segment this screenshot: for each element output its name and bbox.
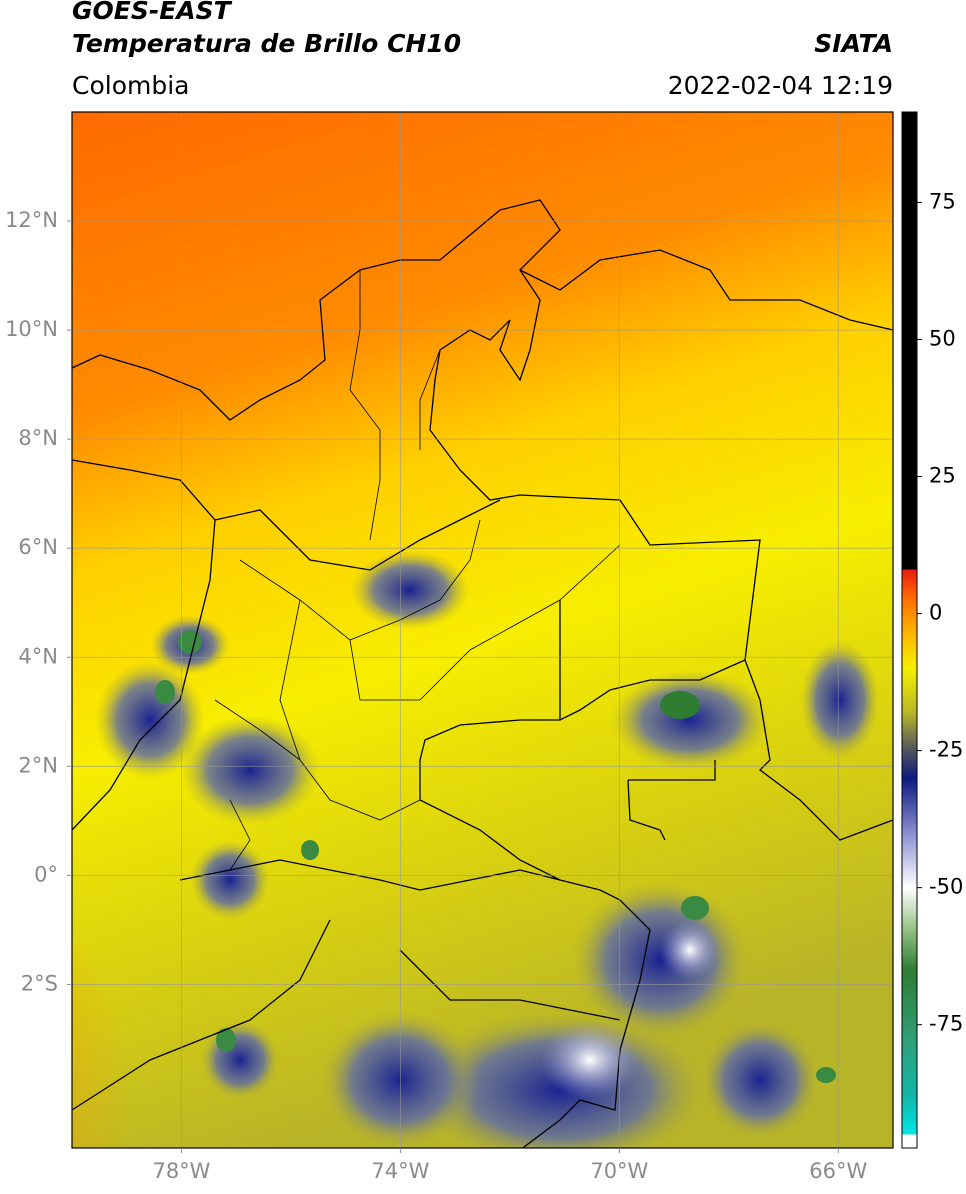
y-tick-label: 0° <box>34 862 58 886</box>
x-tick-label: 66°W <box>809 1159 867 1183</box>
colorbar-tick-label: 0 <box>929 601 942 625</box>
map-frame <box>71 111 894 1149</box>
y-tick-label: 2°S <box>21 971 58 995</box>
colorbar <box>901 111 918 1149</box>
subtitle: Temperatura de Brillo CH10 <box>72 29 461 58</box>
y-tick-label: 4°N <box>18 644 58 668</box>
colorbar-tick-label: -75 <box>929 1012 963 1036</box>
title: GOES-EAST <box>72 0 233 25</box>
x-tick-label: 74°W <box>371 1159 429 1183</box>
x-tick-label: 70°W <box>590 1159 648 1183</box>
y-tick-label: 8°N <box>18 426 58 450</box>
colorbar-tick-label: 75 <box>929 189 956 213</box>
region: Colombia <box>72 71 189 100</box>
colorbar-tick-label: 50 <box>929 326 956 350</box>
satellite-image <box>72 112 893 1148</box>
y-tick-label: 10°N <box>5 317 58 341</box>
datetime: 2022-02-04 12:19 <box>668 71 893 100</box>
colorbar-tick-label: -50 <box>929 875 963 899</box>
colorbar-tick-label: -25 <box>929 738 963 762</box>
y-tick-label: 12°N <box>5 208 58 232</box>
y-tick-label: 6°N <box>18 535 58 559</box>
colorbar-tick-label: 25 <box>929 464 956 488</box>
y-tick-label: 2°N <box>18 753 58 777</box>
x-tick-label: 78°W <box>152 1159 210 1183</box>
source: SIATA <box>814 29 893 58</box>
